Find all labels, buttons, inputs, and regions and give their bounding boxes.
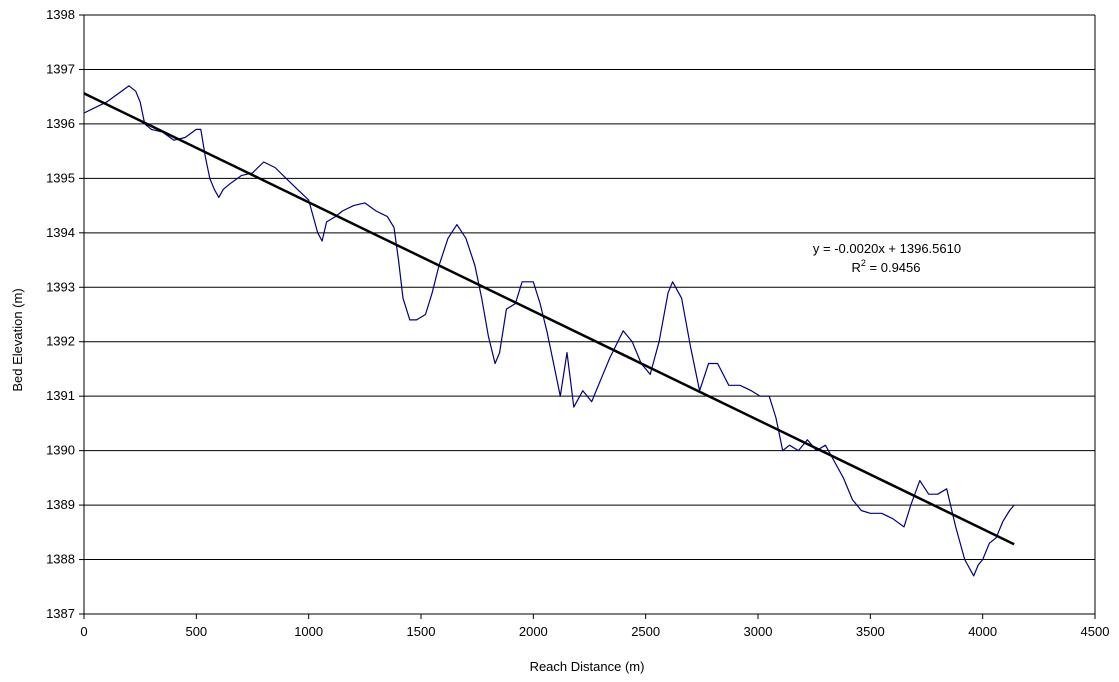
y-tick-label: 1395 (46, 170, 75, 185)
x-tick-label: 4000 (968, 624, 997, 639)
y-tick-label: 1389 (46, 497, 75, 512)
x-tick-label: 1000 (294, 624, 323, 639)
y-tick-label: 1397 (46, 61, 75, 76)
y-axis-title: Bed Elevation (m) (10, 288, 25, 391)
axes (79, 14, 1096, 619)
y-tick-label: 1387 (46, 606, 75, 621)
bed-elevation-line (83, 85, 1015, 577)
y-tick-label: 1391 (46, 388, 75, 403)
y-tick-label: 1388 (46, 552, 75, 567)
r-squared-value: = 0.9456 (866, 260, 921, 275)
y-tick-label: 1396 (46, 116, 75, 131)
y-tick-labels: 1387 1388 1389 1390 1391 1392 1393 1394 1395 1396… (46, 7, 75, 621)
r-squared-superscript: 2 (861, 258, 866, 268)
x-axis-title: Reach Distance (m) (530, 659, 645, 674)
r-squared-r: R (852, 260, 861, 275)
x-tick-label: 2500 (631, 624, 660, 639)
y-tick-label: 1394 (46, 225, 75, 240)
gridlines (84, 14, 1095, 615)
x-tick-label: 3500 (856, 624, 885, 639)
r-squared-label: R2 = 0.9456 (852, 258, 921, 275)
x-tick-labels: 0 500 1000 1500 2000 2500 3000 3500 4000 4500 (80, 624, 1109, 639)
data-series (83, 85, 1015, 577)
trendline (83, 92, 1015, 546)
x-tick-label: 3000 (744, 624, 773, 639)
trendline-equation: y = -0.0020x + 1396.5610 (813, 241, 961, 256)
y-tick-label: 1392 (46, 334, 75, 349)
y-tick-label: 1393 (46, 279, 75, 294)
x-tick-label: 500 (185, 624, 207, 639)
x-tick-label: 2000 (519, 624, 548, 639)
y-tick-label: 1398 (46, 7, 75, 22)
x-tick-label: 4500 (1081, 624, 1110, 639)
x-tick-label: 0 (80, 624, 87, 639)
y-tick-label: 1390 (46, 443, 75, 458)
x-tick-label: 1500 (407, 624, 436, 639)
